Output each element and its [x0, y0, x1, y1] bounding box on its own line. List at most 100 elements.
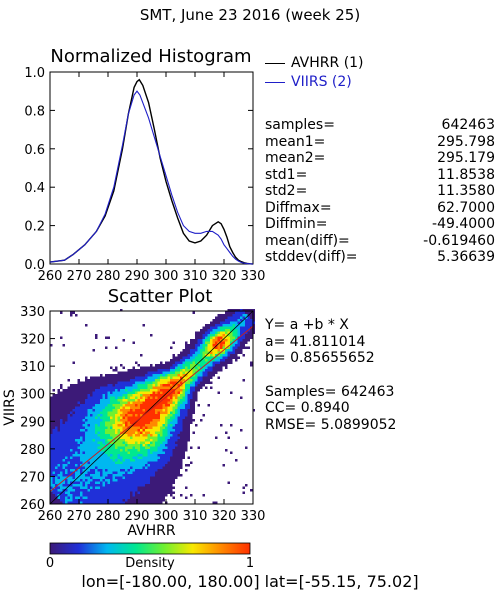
density-cell [50, 454, 53, 457]
density-cell [72, 441, 75, 444]
density-cell [235, 326, 238, 329]
density-cell [97, 479, 100, 482]
density-cell [152, 374, 155, 377]
density-cell [180, 391, 183, 394]
density-cell [62, 411, 65, 414]
density-cell [237, 331, 240, 334]
density-cell [77, 426, 80, 429]
density-cell [175, 414, 178, 417]
density-cell [180, 421, 183, 424]
density-cell [155, 366, 158, 369]
density-cell [112, 446, 115, 449]
density-cell [120, 501, 123, 504]
density-cell [60, 336, 63, 339]
density-cell [185, 346, 188, 349]
density-cell [180, 404, 183, 407]
density-cell [152, 479, 155, 482]
density-cell [152, 396, 155, 399]
density-cell [82, 479, 85, 482]
density-cell [132, 409, 135, 412]
density-cell [180, 416, 183, 419]
density-cell [217, 364, 220, 367]
density-cell [142, 374, 145, 377]
density-cell [100, 444, 103, 447]
density-cell [82, 466, 85, 469]
density-cell [147, 411, 150, 414]
density-cell [182, 396, 185, 399]
density-cell [162, 369, 165, 372]
density-cell [192, 346, 195, 349]
density-cell [142, 324, 145, 327]
density-cell [140, 354, 143, 357]
density-cell [147, 386, 150, 389]
density-cell [65, 431, 68, 434]
density-cell [205, 336, 208, 339]
density-cell [115, 461, 118, 464]
density-cell [167, 401, 170, 404]
density-cell [67, 466, 70, 469]
density-cell [100, 391, 103, 394]
density-cell [185, 344, 188, 347]
density-cell [87, 409, 90, 412]
density-cell [100, 394, 103, 397]
density-cell [217, 344, 220, 347]
density-cell [95, 434, 98, 437]
density-cell [90, 489, 93, 492]
density-cell [95, 441, 98, 444]
density-cell [237, 319, 240, 322]
density-cell [200, 351, 203, 354]
density-cell [60, 459, 63, 462]
density-cell [120, 426, 123, 429]
density-cell [127, 496, 130, 499]
density-cell [142, 459, 145, 462]
density-cell [142, 494, 145, 497]
x-tick-label: 290 [125, 269, 150, 284]
density-cell [155, 379, 158, 382]
density-cell [117, 376, 120, 379]
density-cell [192, 404, 195, 407]
density-cell [112, 426, 115, 429]
stat-row: mean(diff)= -0.619460 [265, 233, 495, 250]
density-cell [197, 334, 200, 337]
density-cell [177, 431, 180, 434]
density-cell [180, 439, 183, 442]
density-cell [212, 331, 215, 334]
density-cell [97, 494, 100, 497]
density-cell [235, 314, 238, 317]
density-cell [50, 446, 53, 449]
density-cell [120, 434, 123, 437]
density-cell [97, 491, 100, 494]
density-cell [120, 429, 123, 432]
density-cell [132, 369, 135, 372]
density-cell [185, 449, 188, 452]
density-cell [135, 476, 138, 479]
density-cell [107, 491, 110, 494]
density-cell [105, 469, 108, 472]
density-cell [105, 401, 108, 404]
density-cell [50, 421, 53, 424]
density-cell [112, 391, 115, 394]
density-cell [70, 484, 73, 487]
density-cell [155, 459, 158, 462]
density-cell [100, 469, 103, 472]
density-cell [222, 356, 225, 359]
density-cell [105, 484, 108, 487]
density-cell [137, 364, 140, 367]
density-cell [52, 489, 55, 492]
density-cell [147, 461, 150, 464]
density-cell [207, 371, 210, 374]
density-cell [212, 359, 215, 362]
density-cell [100, 479, 103, 482]
density-cell [132, 476, 135, 479]
density-cell [107, 384, 110, 387]
density-cell [85, 431, 88, 434]
density-cell [197, 384, 200, 387]
density-cell [150, 371, 153, 374]
density-cell [205, 364, 208, 367]
density-cell [55, 424, 58, 427]
density-cell [75, 421, 78, 424]
stat-value: -0.619460 [423, 232, 495, 249]
density-cell [180, 351, 183, 354]
density-cell [160, 499, 163, 502]
density-cell [232, 339, 235, 342]
